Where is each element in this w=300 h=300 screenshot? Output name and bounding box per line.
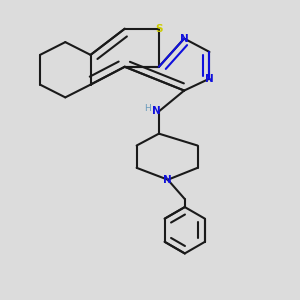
Text: N: N: [180, 34, 189, 44]
Text: N: N: [164, 175, 172, 185]
Text: N: N: [152, 106, 161, 116]
Text: H: H: [144, 104, 151, 113]
Text: N: N: [205, 74, 214, 84]
Text: S: S: [155, 24, 163, 34]
